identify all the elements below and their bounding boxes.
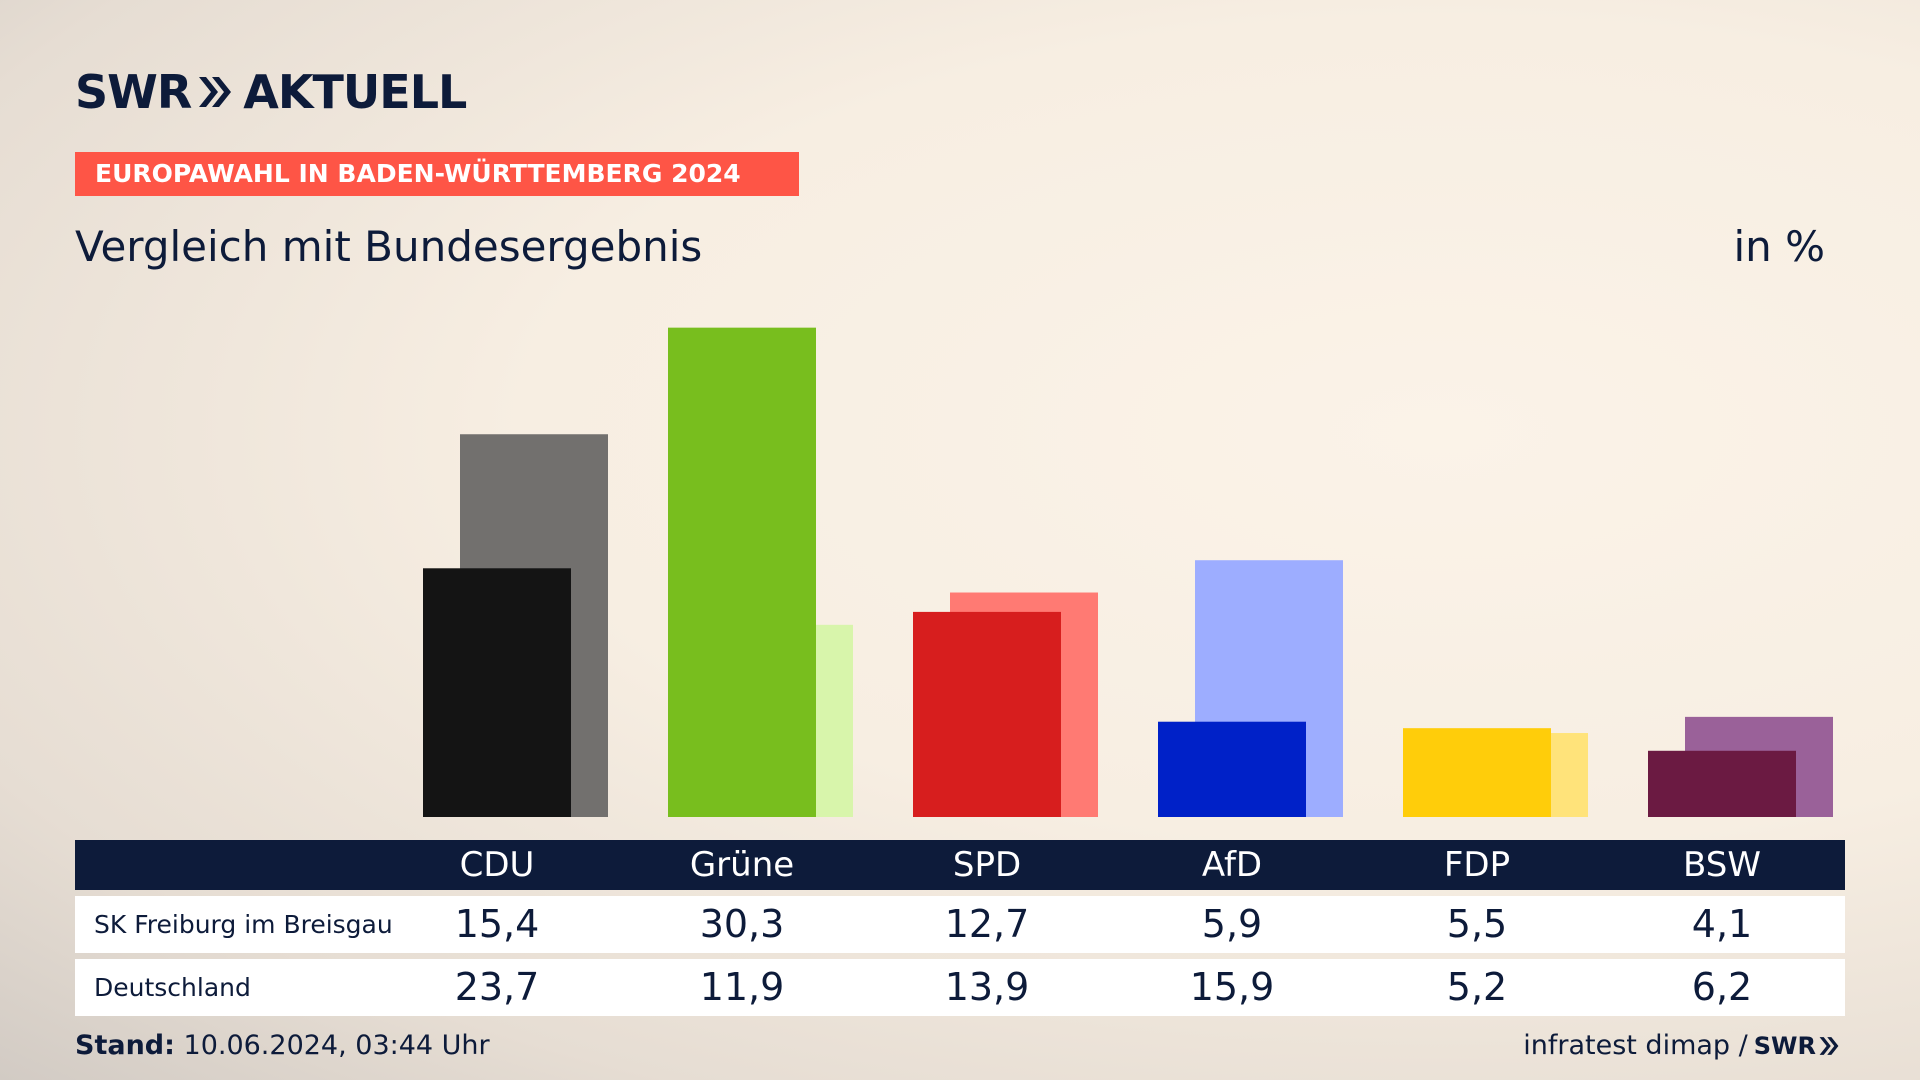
row-label-freiburg: SK Freiburg im Breisgau [94,910,393,939]
bar-freiburg-afd [1158,721,1306,817]
category-label-fdp: FDP [1443,845,1511,885]
value-deutschland-bsw: 6,2 [1691,965,1753,1009]
results-table: CDU Grüne SPD AfD FDP BSW SK Freiburg im Brei… [75,840,1845,1016]
swr-aktuell-logo: SWR AKTUELL [75,65,467,119]
bar-freiburg-fdp [1403,728,1551,817]
bar-freiburg-bsw [1648,750,1796,817]
table-row-deutschland: Deutschland 23,7 11,9 13,9 15,9 5,2 6,2 [75,959,1845,1016]
value-freiburg-grne: 30,3 [699,902,785,946]
category-label-spd: SPD [952,845,1022,885]
table-row-freiburg: SK Freiburg im Breisgau 15,4 30,3 12,7 5,9 5… [75,896,1845,953]
value-deutschland-spd: 13,9 [944,965,1030,1009]
row-label-deutschland: Deutschland [94,973,251,1002]
bar-freiburg-cdu [423,568,571,817]
value-deutschland-afd: 15,9 [1189,965,1275,1009]
value-freiburg-cdu: 15,4 [454,902,540,946]
value-deutschland-fdp: 5,2 [1446,965,1508,1009]
logo-aktuell-text: AKTUELL [243,65,467,119]
chart-subtitle: Vergleich mit Bundesergebnis [75,222,703,271]
bar-chart [423,327,1833,817]
election-banner: EUROPAWAHL IN BADEN-WÜRTTEMBERG 2024 [75,152,799,196]
source-text: infratest dimap / [1523,1030,1748,1061]
value-deutschland-grne: 11,9 [699,965,785,1009]
timestamp: Stand: 10.06.2024, 03:44 Uhr [75,1030,490,1061]
double-chevron-icon [199,77,232,107]
value-freiburg-spd: 12,7 [944,902,1030,946]
stand-value: 10.06.2024, 03:44 Uhr [183,1030,490,1061]
category-label-grne: Grüne [689,845,795,885]
category-label-cdu: CDU [459,845,535,885]
value-freiburg-afd: 5,9 [1201,902,1263,946]
table-header: CDU Grüne SPD AfD FDP BSW [75,840,1845,890]
category-label-afd: AfD [1201,845,1263,885]
bar-freiburg-grne [668,327,816,817]
value-freiburg-fdp: 5,5 [1446,902,1508,946]
unit-label: in % [1733,222,1825,271]
category-label-bsw: BSW [1683,845,1761,885]
swr-mini-logo-text: SWR [1753,1031,1816,1060]
source-credit: infratest dimap / SWR [1523,1030,1840,1061]
stand-label: Stand: [75,1030,175,1061]
value-freiburg-bsw: 4,1 [1691,902,1753,946]
bar-freiburg-spd [913,611,1061,817]
swr-mini-logo: SWR [1754,1032,1840,1060]
double-chevron-icon [1819,1036,1839,1055]
logo-swr-text: SWR [75,65,192,119]
value-deutschland-cdu: 23,7 [454,965,540,1009]
